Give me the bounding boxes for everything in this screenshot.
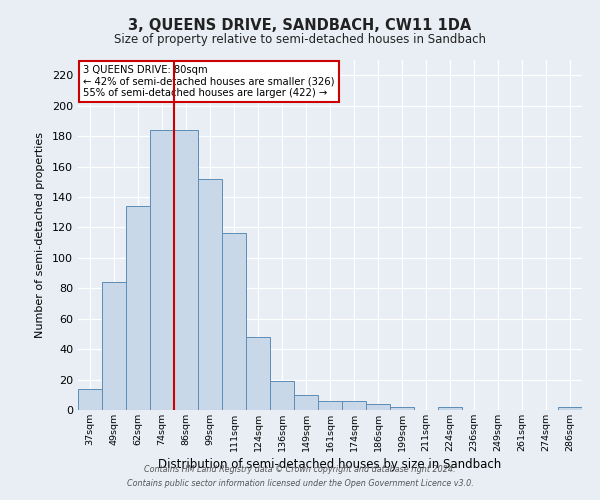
Bar [390,407,414,410]
Bar [150,130,174,410]
Bar [342,401,366,410]
Bar [126,206,150,410]
Bar [246,337,270,410]
X-axis label: Distribution of semi-detached houses by size in Sandbach: Distribution of semi-detached houses by … [158,458,502,471]
Text: 3 QUEENS DRIVE: 80sqm
← 42% of semi-detached houses are smaller (326)
55% of sem: 3 QUEENS DRIVE: 80sqm ← 42% of semi-deta… [83,66,335,98]
Bar [270,381,294,410]
Text: Size of property relative to semi-detached houses in Sandbach: Size of property relative to semi-detach… [114,32,486,46]
Bar [318,401,342,410]
Text: 3, QUEENS DRIVE, SANDBACH, CW11 1DA: 3, QUEENS DRIVE, SANDBACH, CW11 1DA [128,18,472,32]
Bar [174,130,198,410]
Bar [78,388,102,410]
Bar [222,234,246,410]
Bar [294,395,318,410]
Bar [438,407,462,410]
Text: Contains HM Land Registry data © Crown copyright and database right 2024.
Contai: Contains HM Land Registry data © Crown c… [127,466,473,487]
Bar [198,178,222,410]
Y-axis label: Number of semi-detached properties: Number of semi-detached properties [35,132,45,338]
Bar [558,407,582,410]
Bar [366,404,390,410]
Bar [102,282,126,410]
